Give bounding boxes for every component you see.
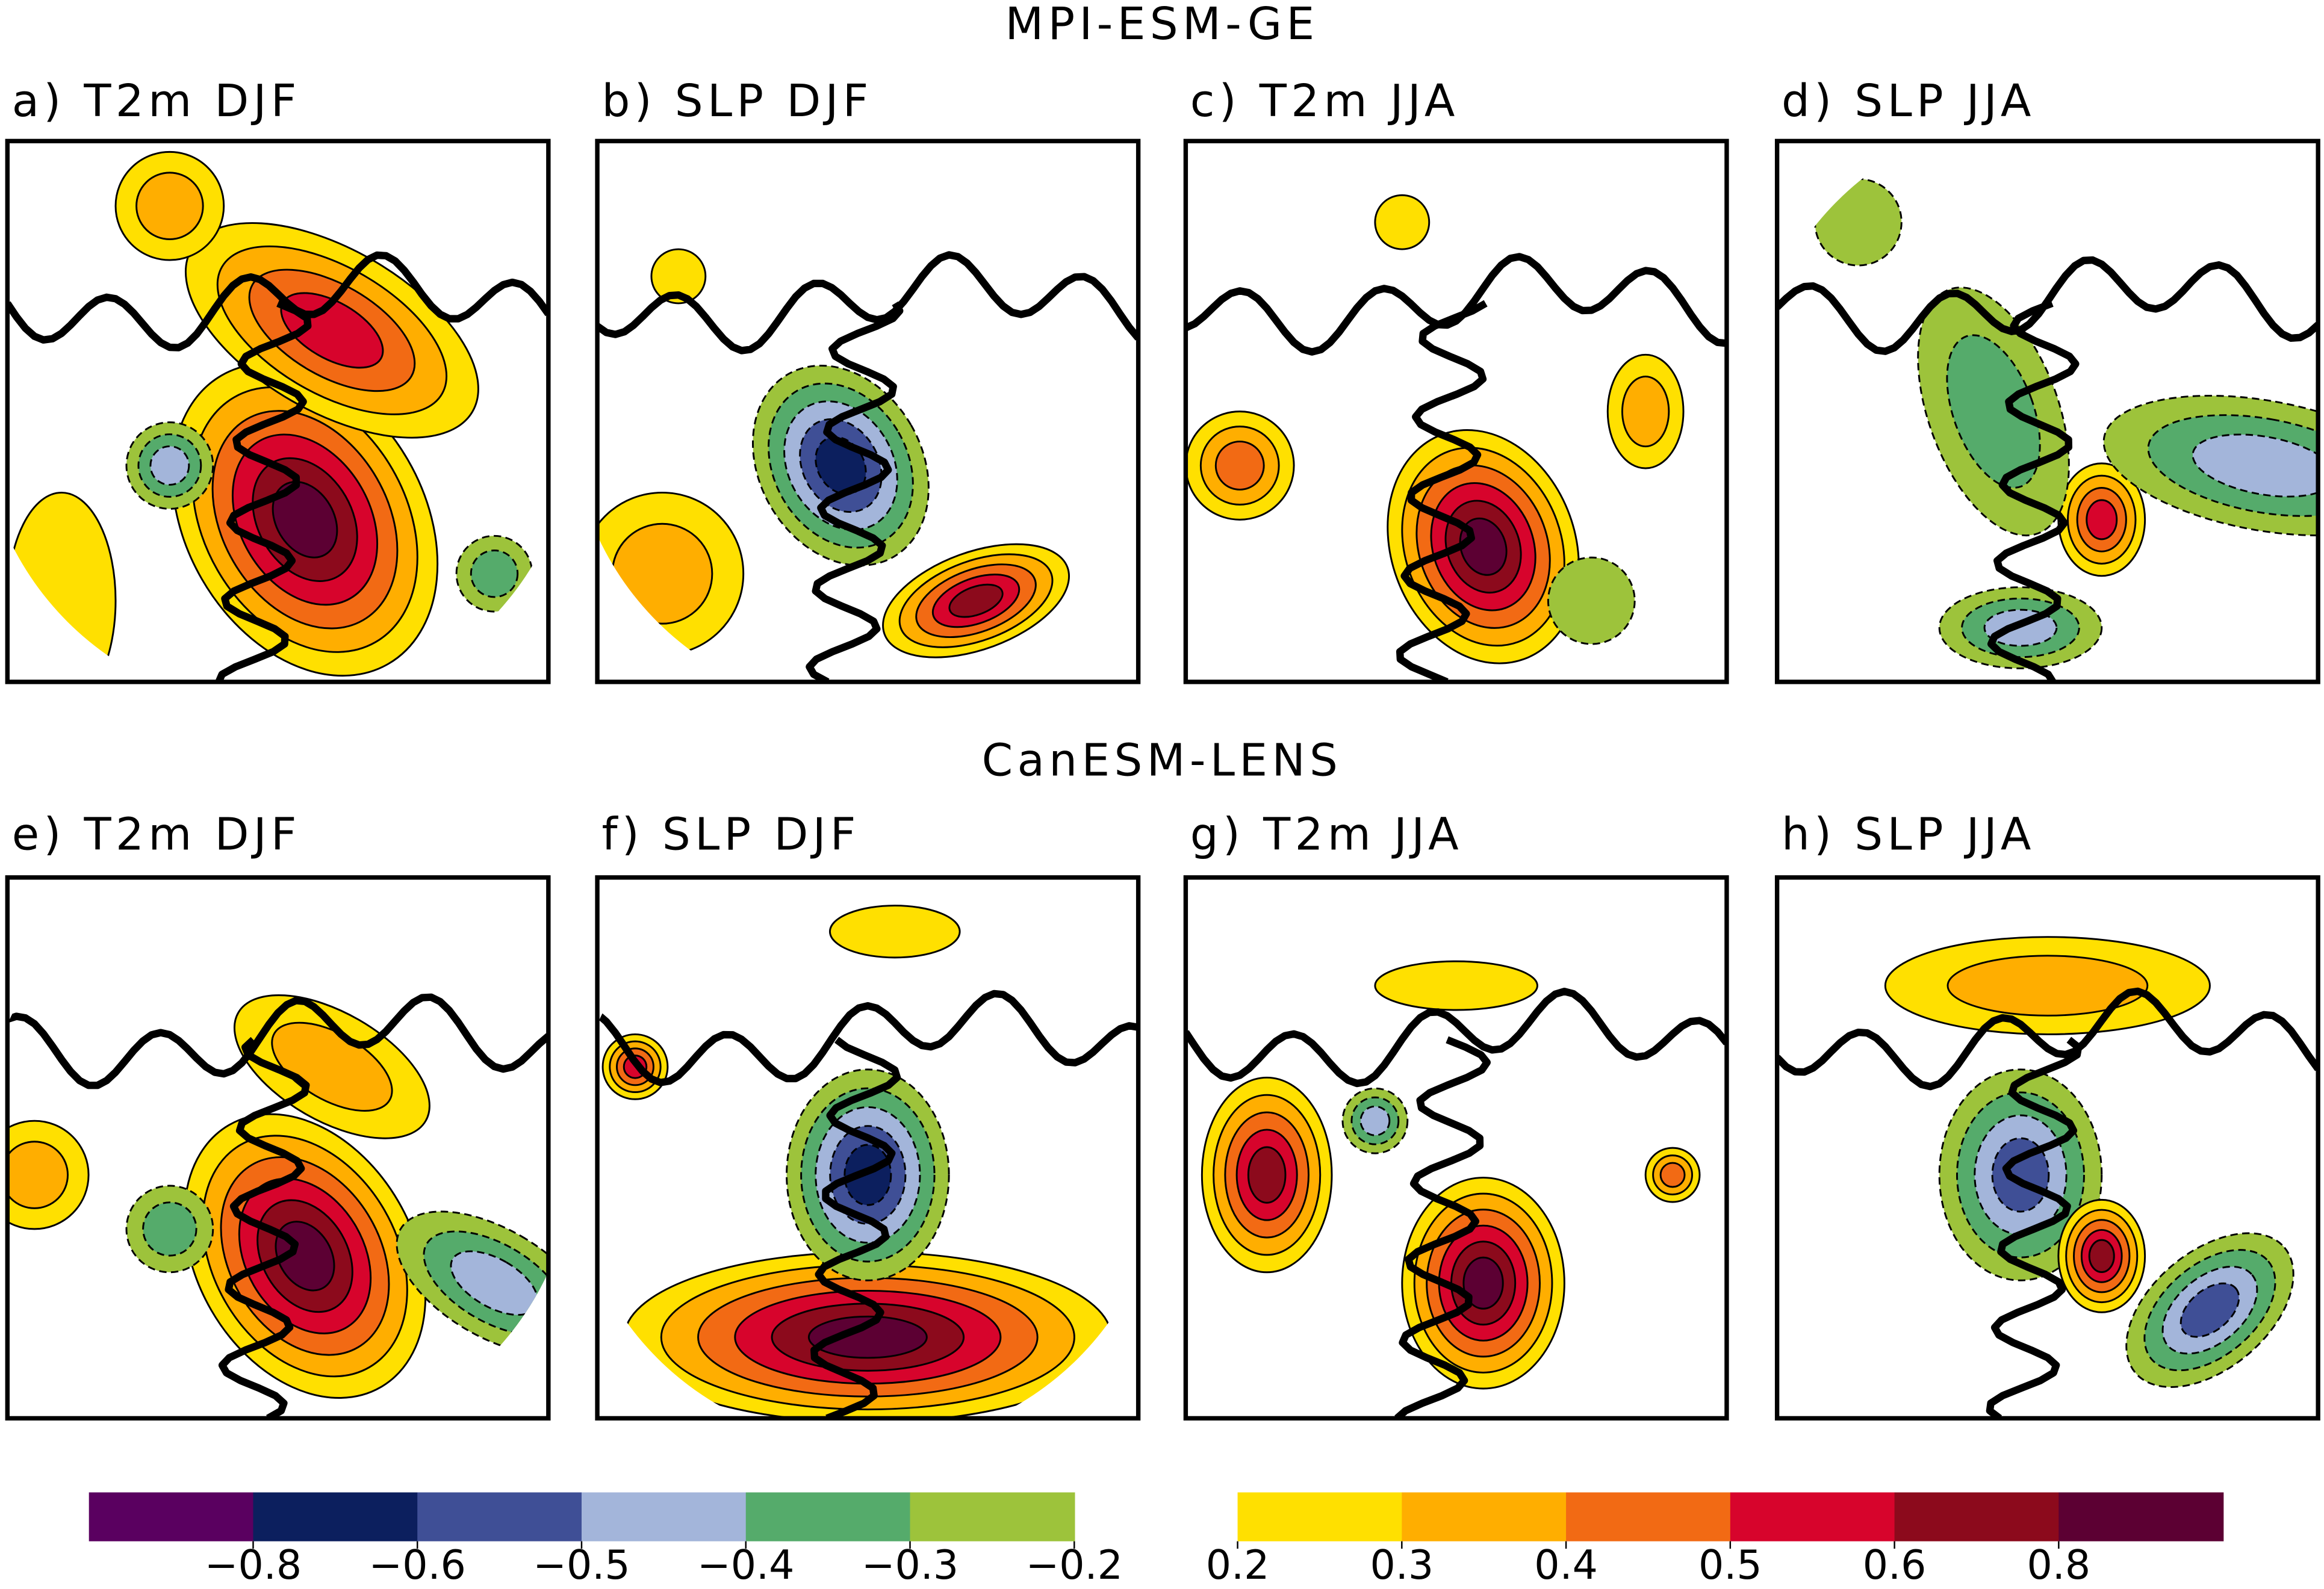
map-panel (597, 877, 1139, 1419)
contour-region (948, 583, 1004, 618)
contour-region (2180, 1282, 2240, 1338)
contour-region (470, 550, 519, 598)
panel-frame (1183, 138, 1729, 684)
contour-region (7, 1141, 69, 1209)
contour-region (135, 172, 204, 240)
panel-frame (595, 875, 1141, 1421)
map-disk (7, 150, 548, 682)
contour-region (1621, 376, 1670, 448)
colorbar-tick-label: 0.3 (1370, 1541, 1434, 1588)
contour-region (807, 1315, 928, 1359)
contour-region (142, 1201, 197, 1257)
colorbar-segment (1730, 1492, 1895, 1541)
colorbar-tick-label: 0.2 (1206, 1541, 1270, 1588)
panel-label: h) SLP JJA (1782, 808, 2036, 860)
map-panel (1777, 877, 2319, 1419)
contour-region (2086, 499, 2118, 541)
colorbar-tick-label: 0.6 (1863, 1541, 1927, 1588)
colorbar-segment (910, 1492, 1075, 1541)
map-panel (7, 141, 548, 682)
map-disk (1185, 960, 1727, 1419)
panel-frame (5, 138, 551, 684)
colorbar-tick-label: −0.5 (533, 1541, 630, 1588)
colorbar-tick-label: 0.4 (1534, 1541, 1598, 1588)
panel-frame (1183, 875, 1729, 1421)
coastline (1185, 253, 1727, 682)
colorbar-tick-label: 0.8 (2027, 1541, 2091, 1588)
colorbar-tick-label: −0.8 (205, 1541, 302, 1588)
colorbar-tick-label: −0.6 (369, 1541, 466, 1588)
colorbar-segment (1402, 1492, 1567, 1541)
coastline (597, 251, 1139, 682)
map-disk (1777, 936, 2319, 1419)
panel-label: c) T2m JJA (1190, 75, 1459, 127)
panel-label: b) SLP DJF (601, 75, 872, 127)
coastline (1185, 988, 1727, 1419)
colorbar-tick-label: −0.2 (1026, 1541, 1123, 1588)
colorbar-segment (1566, 1492, 1732, 1541)
contour-region (1374, 194, 1431, 250)
coastline (7, 251, 548, 682)
panel-label: f) SLP DJF (601, 808, 860, 860)
contour-region (149, 445, 190, 486)
coastline (7, 993, 548, 1419)
contour-region (1247, 1146, 1287, 1204)
contour-region (450, 1250, 539, 1316)
panel-label: e) T2m DJF (12, 808, 301, 860)
colorbar-tick-label: 0.5 (1698, 1541, 1762, 1588)
colorbar-segment (89, 1492, 254, 1541)
panel-label: a) T2m DJF (12, 75, 301, 127)
colorbar-segment (253, 1492, 418, 1541)
contour-region (650, 248, 707, 305)
contour-region (1214, 441, 1265, 491)
map-panel (1777, 141, 2319, 682)
map-disk (1185, 194, 1727, 682)
contour-region (272, 481, 338, 559)
colorbar-segment (417, 1492, 583, 1541)
coastline (1777, 987, 2319, 1419)
contour-region (1374, 960, 1538, 1011)
map-panel (1185, 877, 1727, 1419)
row-title: CanESM-LENS (982, 734, 1343, 786)
panel-label: d) SLP JJA (1782, 75, 2036, 127)
panel-label: g) T2m JJA (1190, 808, 1463, 860)
colorbar-segment (1894, 1492, 2060, 1541)
map-panel (7, 877, 548, 1419)
contour-region (1946, 334, 2041, 489)
colorbar-segment (1237, 1492, 1403, 1541)
map-panel (597, 141, 1139, 682)
map-disk (7, 993, 548, 1419)
map-disk (1777, 178, 2319, 682)
contour-region (1947, 955, 2149, 1017)
map-panel (1185, 141, 1727, 682)
row-title: MPI-ESM-GE (1005, 0, 1319, 50)
panel-frame (5, 875, 551, 1421)
panel-frame (595, 138, 1141, 684)
contour-region (828, 905, 961, 959)
coastline (597, 990, 1139, 1419)
contour-region (2088, 1239, 2115, 1274)
colorbar-tick-label: −0.4 (697, 1541, 794, 1588)
coastline (1777, 256, 2319, 682)
colorbar-segment (581, 1492, 747, 1541)
contour-region (1991, 1137, 2050, 1213)
colorbar-segment (2058, 1492, 2224, 1541)
panel-frame (1774, 875, 2320, 1421)
contour-region (1462, 1256, 1504, 1310)
contour-region (2192, 433, 2319, 498)
colorbar-tick-label: −0.3 (862, 1541, 958, 1588)
contour-region (1659, 1162, 1686, 1188)
map-disk (597, 905, 1139, 1419)
contour-region (1547, 556, 1636, 645)
panel-frame (1774, 138, 2320, 684)
colorbar-segment (745, 1492, 911, 1541)
contour-region (1359, 1105, 1391, 1136)
